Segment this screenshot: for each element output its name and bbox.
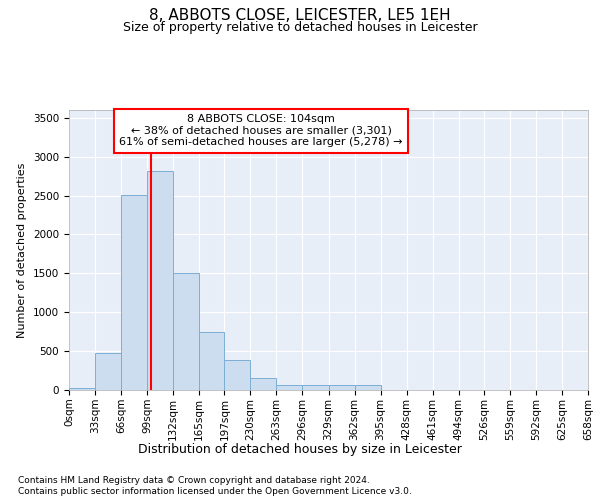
Text: 8 ABBOTS CLOSE: 104sqm
← 38% of detached houses are smaller (3,301)
61% of semi-: 8 ABBOTS CLOSE: 104sqm ← 38% of detached…	[119, 114, 403, 148]
Bar	[173, 272, 199, 390]
Bar	[302, 386, 329, 390]
Text: Contains public sector information licensed under the Open Government Licence v3: Contains public sector information licen…	[18, 487, 412, 496]
Text: Size of property relative to detached houses in Leicester: Size of property relative to detached ho…	[122, 21, 478, 34]
Bar	[69, 388, 95, 390]
Text: 8, ABBOTS CLOSE, LEICESTER, LE5 1EH: 8, ABBOTS CLOSE, LEICESTER, LE5 1EH	[149, 8, 451, 22]
Bar	[224, 360, 250, 390]
Bar	[199, 332, 224, 390]
Bar	[277, 385, 302, 390]
Bar	[95, 352, 121, 390]
Bar	[250, 378, 277, 390]
Bar	[121, 195, 147, 390]
Bar	[355, 385, 380, 390]
Bar	[147, 170, 173, 390]
Text: Distribution of detached houses by size in Leicester: Distribution of detached houses by size …	[138, 442, 462, 456]
Y-axis label: Number of detached properties: Number of detached properties	[17, 162, 28, 338]
Bar	[329, 386, 355, 390]
Text: Contains HM Land Registry data © Crown copyright and database right 2024.: Contains HM Land Registry data © Crown c…	[18, 476, 370, 485]
